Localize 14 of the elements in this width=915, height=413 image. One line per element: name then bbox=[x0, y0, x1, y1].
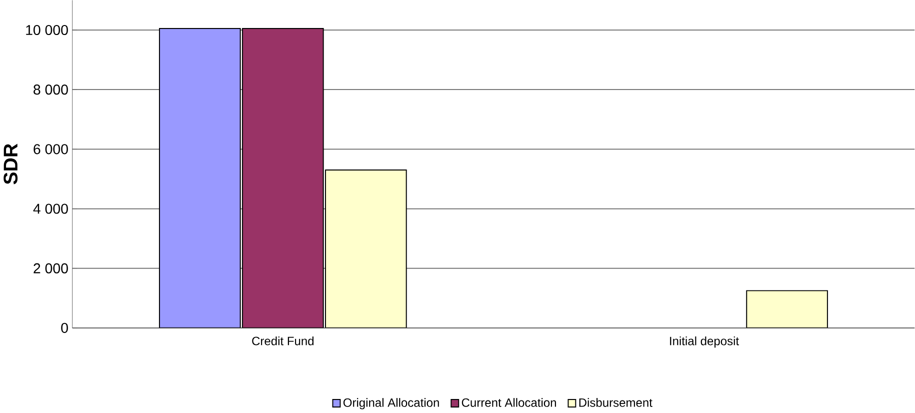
legend-label: Current Allocation bbox=[462, 398, 556, 407]
bar bbox=[325, 170, 407, 328]
y-tick-label: 8 000 bbox=[34, 84, 68, 95]
legend-label: Disbursement bbox=[579, 398, 652, 407]
y-tick-label: 6 000 bbox=[34, 144, 68, 154]
y-tick-label: 2 000 bbox=[34, 263, 68, 274]
y-tick-label: 10 000 bbox=[26, 25, 68, 36]
y-tick-label: 0 bbox=[61, 323, 68, 334]
y-tick-label: 4 000 bbox=[33, 204, 68, 214]
x-tick-label: Initial deposit bbox=[670, 336, 739, 348]
y-axis-title: SDR bbox=[4, 144, 18, 184]
bar bbox=[746, 290, 828, 328]
x-tick-label: Credit Fund bbox=[252, 336, 314, 346]
legend-label: Original Allocation bbox=[343, 398, 439, 410]
